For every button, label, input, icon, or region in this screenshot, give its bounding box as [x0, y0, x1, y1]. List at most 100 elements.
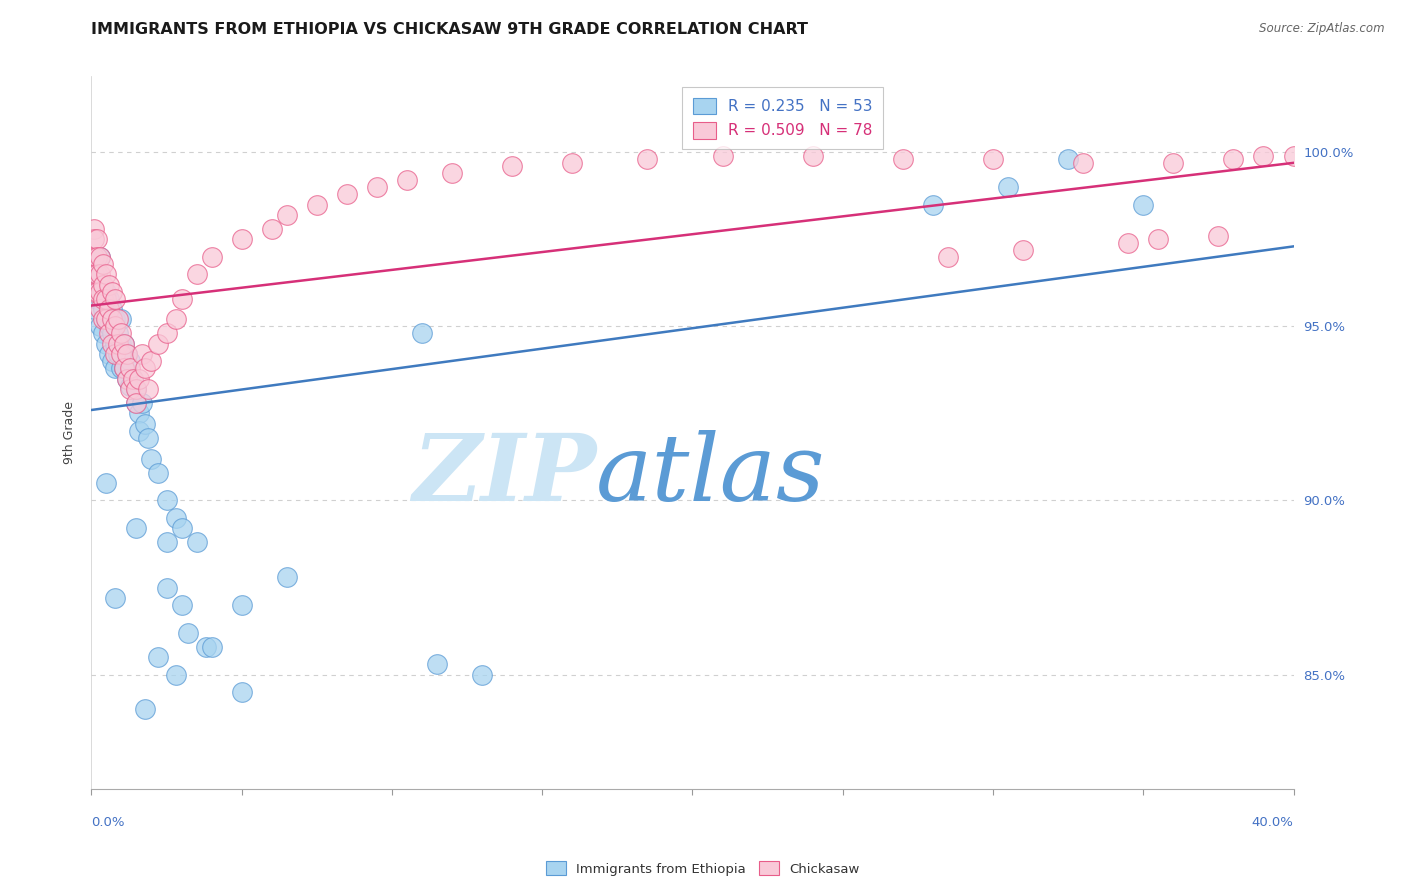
Point — [120, 382, 142, 396]
Point — [231, 598, 253, 612]
Point — [101, 312, 124, 326]
Point — [107, 336, 129, 351]
Point — [711, 149, 734, 163]
Point — [101, 326, 124, 341]
Text: IMMIGRANTS FROM ETHIOPIA VS CHICKASAW 9TH GRADE CORRELATION CHART: IMMIGRANTS FROM ETHIOPIA VS CHICKASAW 9T… — [91, 22, 808, 37]
Point — [801, 149, 824, 163]
Point — [93, 301, 115, 316]
Point — [83, 301, 105, 316]
Point — [117, 347, 139, 361]
Point — [114, 361, 136, 376]
Point — [117, 372, 139, 386]
Point — [194, 640, 217, 654]
Point — [86, 292, 108, 306]
Legend: Immigrants from Ethiopia, Chickasaw: Immigrants from Ethiopia, Chickasaw — [541, 855, 865, 881]
Point — [131, 396, 153, 410]
Point — [107, 326, 129, 341]
Point — [104, 312, 127, 326]
Point — [125, 382, 148, 396]
Point — [101, 336, 124, 351]
Point — [104, 292, 127, 306]
Point — [1282, 149, 1305, 163]
Point — [96, 267, 118, 281]
Point — [146, 650, 169, 665]
Point — [125, 396, 148, 410]
Point — [98, 277, 121, 292]
Point — [114, 336, 136, 351]
Point — [104, 347, 127, 361]
Point — [83, 267, 105, 281]
Point — [165, 511, 187, 525]
Point — [1222, 153, 1244, 167]
Point — [561, 156, 583, 170]
Text: 40.0%: 40.0% — [1251, 816, 1294, 830]
Point — [96, 285, 118, 299]
Point — [146, 466, 169, 480]
Point — [104, 319, 127, 334]
Legend: R = 0.235   N = 53, R = 0.509   N = 78: R = 0.235 N = 53, R = 0.509 N = 78 — [682, 87, 883, 149]
Point — [110, 326, 132, 341]
Point — [276, 570, 298, 584]
Point — [305, 197, 328, 211]
Point — [170, 521, 193, 535]
Point — [1161, 156, 1184, 170]
Point — [165, 667, 187, 681]
Text: ZIP: ZIP — [412, 431, 596, 520]
Point — [110, 361, 132, 376]
Point — [122, 372, 145, 386]
Point — [98, 347, 121, 361]
Point — [89, 277, 111, 292]
Point — [93, 277, 115, 292]
Y-axis label: 9th Grade: 9th Grade — [63, 401, 76, 464]
Point — [1147, 232, 1170, 246]
Point — [107, 312, 129, 326]
Point — [936, 250, 959, 264]
Point — [636, 153, 658, 167]
Point — [125, 396, 148, 410]
Point — [120, 361, 142, 376]
Point — [114, 336, 136, 351]
Point — [83, 250, 105, 264]
Point — [93, 326, 115, 341]
Point — [93, 292, 115, 306]
Point — [83, 285, 105, 299]
Point — [101, 285, 124, 299]
Point — [89, 250, 111, 264]
Point — [891, 153, 914, 167]
Point — [395, 173, 418, 187]
Point — [101, 354, 124, 368]
Point — [134, 361, 156, 376]
Point — [98, 319, 121, 334]
Point — [134, 702, 156, 716]
Point — [155, 581, 177, 595]
Point — [471, 667, 494, 681]
Point — [411, 326, 433, 341]
Point — [138, 431, 160, 445]
Point — [93, 312, 115, 326]
Point — [101, 301, 124, 316]
Point — [96, 312, 118, 326]
Point — [96, 292, 118, 306]
Point — [96, 336, 118, 351]
Point — [997, 180, 1019, 194]
Point — [86, 285, 108, 299]
Point — [366, 180, 388, 194]
Point — [128, 372, 150, 386]
Point — [93, 257, 115, 271]
Point — [83, 222, 105, 236]
Point — [186, 535, 208, 549]
Point — [98, 326, 121, 341]
Point — [336, 187, 359, 202]
Point — [155, 535, 177, 549]
Point — [426, 657, 449, 672]
Point — [89, 250, 111, 264]
Point — [922, 197, 945, 211]
Point — [1208, 229, 1230, 244]
Point — [98, 292, 121, 306]
Point — [440, 166, 463, 180]
Point — [89, 301, 111, 316]
Point — [125, 382, 148, 396]
Point — [104, 336, 127, 351]
Point — [104, 361, 127, 376]
Point — [120, 378, 142, 392]
